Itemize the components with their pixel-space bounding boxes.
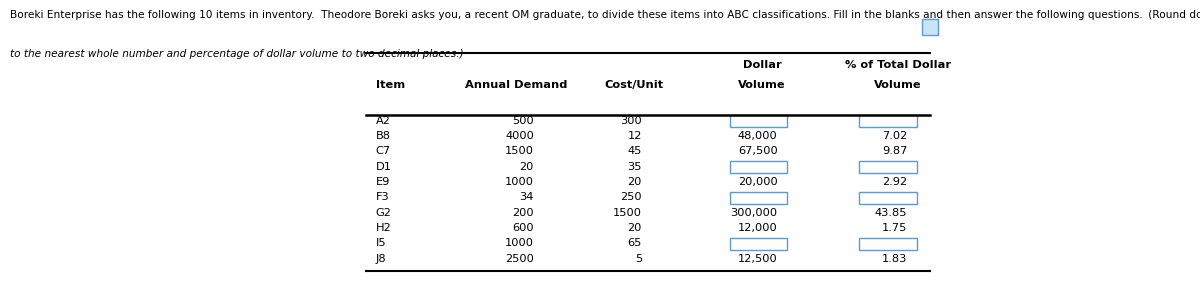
Text: 2.92: 2.92: [882, 177, 907, 187]
FancyBboxPatch shape: [730, 115, 787, 127]
Text: 34: 34: [520, 192, 534, 202]
Text: 7.02: 7.02: [882, 131, 907, 141]
Text: Boreki Enterprise has the following 10 items in inventory.  Theodore Boreki asks: Boreki Enterprise has the following 10 i…: [10, 10, 1200, 20]
Text: B8: B8: [376, 131, 391, 141]
Text: 1.75: 1.75: [882, 223, 907, 233]
Text: 250: 250: [620, 192, 642, 202]
Text: Annual Demand: Annual Demand: [464, 80, 568, 90]
FancyBboxPatch shape: [730, 161, 787, 173]
FancyBboxPatch shape: [922, 19, 938, 35]
Text: 65: 65: [628, 238, 642, 248]
Text: 20: 20: [520, 162, 534, 172]
Text: G2: G2: [376, 208, 391, 218]
Text: 20: 20: [628, 177, 642, 187]
Text: 43.85: 43.85: [875, 208, 907, 218]
Text: 1000: 1000: [505, 177, 534, 187]
Text: 300,000: 300,000: [731, 208, 778, 218]
Text: 1500: 1500: [505, 146, 534, 156]
Text: A2: A2: [376, 116, 390, 126]
Text: 600: 600: [512, 223, 534, 233]
Text: 5: 5: [635, 254, 642, 264]
Text: 67,500: 67,500: [738, 146, 778, 156]
Text: 500: 500: [512, 116, 534, 126]
Text: 2500: 2500: [505, 254, 534, 264]
FancyBboxPatch shape: [730, 192, 787, 204]
Text: D1: D1: [376, 162, 391, 172]
Text: 1000: 1000: [505, 238, 534, 248]
Text: % of Total Dollar: % of Total Dollar: [845, 60, 950, 71]
Text: E9: E9: [376, 177, 390, 187]
Text: 1500: 1500: [613, 208, 642, 218]
Text: J8: J8: [376, 254, 386, 264]
Text: Cost/Unit: Cost/Unit: [604, 80, 664, 90]
Text: to the nearest whole number and percentage of dollar volume to two decimal place: to the nearest whole number and percenta…: [10, 49, 463, 59]
Text: I5: I5: [376, 238, 386, 248]
FancyBboxPatch shape: [730, 238, 787, 250]
Text: 9.87: 9.87: [882, 146, 907, 156]
Text: H2: H2: [376, 223, 391, 233]
Text: 1.83: 1.83: [882, 254, 907, 264]
FancyBboxPatch shape: [859, 115, 917, 127]
Text: F3: F3: [376, 192, 389, 202]
Text: 12: 12: [628, 131, 642, 141]
Text: 4000: 4000: [505, 131, 534, 141]
Text: 12,000: 12,000: [738, 223, 778, 233]
FancyBboxPatch shape: [859, 238, 917, 250]
Text: 35: 35: [628, 162, 642, 172]
Text: 20: 20: [628, 223, 642, 233]
Text: C7: C7: [376, 146, 391, 156]
Text: 48,000: 48,000: [738, 131, 778, 141]
Text: 12,500: 12,500: [738, 254, 778, 264]
FancyBboxPatch shape: [859, 161, 917, 173]
FancyBboxPatch shape: [859, 192, 917, 204]
Text: Volume: Volume: [738, 80, 786, 90]
Text: 45: 45: [628, 146, 642, 156]
Text: 200: 200: [512, 208, 534, 218]
Text: 20,000: 20,000: [738, 177, 778, 187]
Text: Dollar: Dollar: [743, 60, 781, 71]
Text: Volume: Volume: [874, 80, 922, 90]
Text: Item: Item: [376, 80, 404, 90]
Text: 300: 300: [620, 116, 642, 126]
